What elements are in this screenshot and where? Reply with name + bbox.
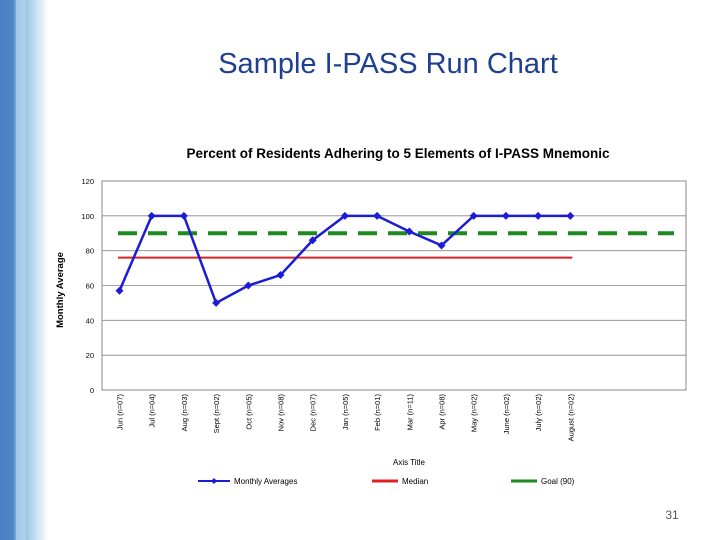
x-tick-label: August (n=02)	[566, 394, 575, 442]
slide-title: Sample I-PASS Run Chart	[218, 48, 558, 80]
legend-marker	[211, 478, 217, 484]
x-tick-label: Feb (n=01)	[373, 394, 382, 431]
x-tick-labels: Jun (n=07) Jul (n=04) Aug (n=03) Sept (n=02…	[116, 393, 576, 441]
legend-monthly-averages: Monthly Averages	[198, 477, 297, 486]
legend-goal: Goal (90)	[511, 477, 575, 486]
y-tick-labels: 0 20 40 60 80 100 120	[81, 177, 94, 395]
chart-title: Percent of Residents Adhering to 5 Eleme…	[186, 146, 610, 161]
x-tick-label: Jan (n=05)	[341, 394, 350, 431]
data-point	[340, 211, 349, 220]
data-point	[501, 211, 510, 220]
data-point	[373, 211, 382, 220]
legend-median: Median	[372, 477, 428, 486]
series-monthly-averages	[115, 211, 575, 307]
data-point	[566, 211, 575, 220]
x-tick-label: Sept (n=02)	[212, 394, 221, 434]
x-tick-label: June (n=02)	[502, 394, 511, 435]
legend-label: Median	[402, 477, 428, 486]
x-tick-label: May (n=02)	[470, 394, 479, 433]
x-tick-label: Aug (n=03)	[180, 394, 189, 432]
x-tick-label: Jul (n=04)	[148, 394, 157, 428]
x-tick-label: July (n=02)	[534, 394, 543, 432]
data-point	[179, 211, 188, 220]
y-tick-label: 40	[86, 316, 94, 325]
left-decoration	[0, 0, 48, 540]
y-tick-label: 100	[81, 212, 94, 221]
x-tick-label: Mar (n=11)	[405, 394, 414, 431]
data-point	[308, 236, 317, 245]
data-point	[534, 211, 543, 220]
y-axis-label: Monthly Average	[55, 252, 66, 328]
legend: Monthly Averages Median Goal (90)	[198, 477, 575, 486]
data-point	[469, 211, 478, 220]
legend-label: Goal (90)	[541, 477, 575, 486]
data-point	[147, 211, 156, 220]
data-point	[437, 241, 446, 250]
y-tick-label: 60	[86, 282, 94, 291]
y-tick-label: 80	[86, 247, 94, 256]
x-axis-label: Axis Title	[393, 458, 426, 467]
slide-number: 31	[665, 508, 679, 522]
data-point	[405, 227, 414, 236]
x-tick-label: Apr (n=08)	[438, 394, 447, 430]
x-tick-label: Dec (n=07)	[309, 394, 318, 432]
data-point	[212, 298, 221, 307]
plot-frame	[101, 180, 687, 391]
y-tick-label: 120	[81, 177, 94, 186]
data-point	[244, 281, 253, 290]
grid-lines	[102, 215, 686, 356]
reference-lines	[118, 231, 674, 259]
monthly-averages-line	[118, 214, 571, 305]
y-tick-label: 0	[90, 386, 94, 395]
data-point	[276, 271, 285, 280]
data-point	[115, 286, 124, 295]
y-tick-label: 20	[86, 351, 94, 360]
x-tick-label: Jun (n=07)	[116, 394, 125, 431]
legend-label: Monthly Averages	[234, 477, 297, 486]
x-tick-label: Oct (n=05)	[244, 393, 253, 429]
x-tick-label: Nov (n=08)	[277, 394, 286, 432]
